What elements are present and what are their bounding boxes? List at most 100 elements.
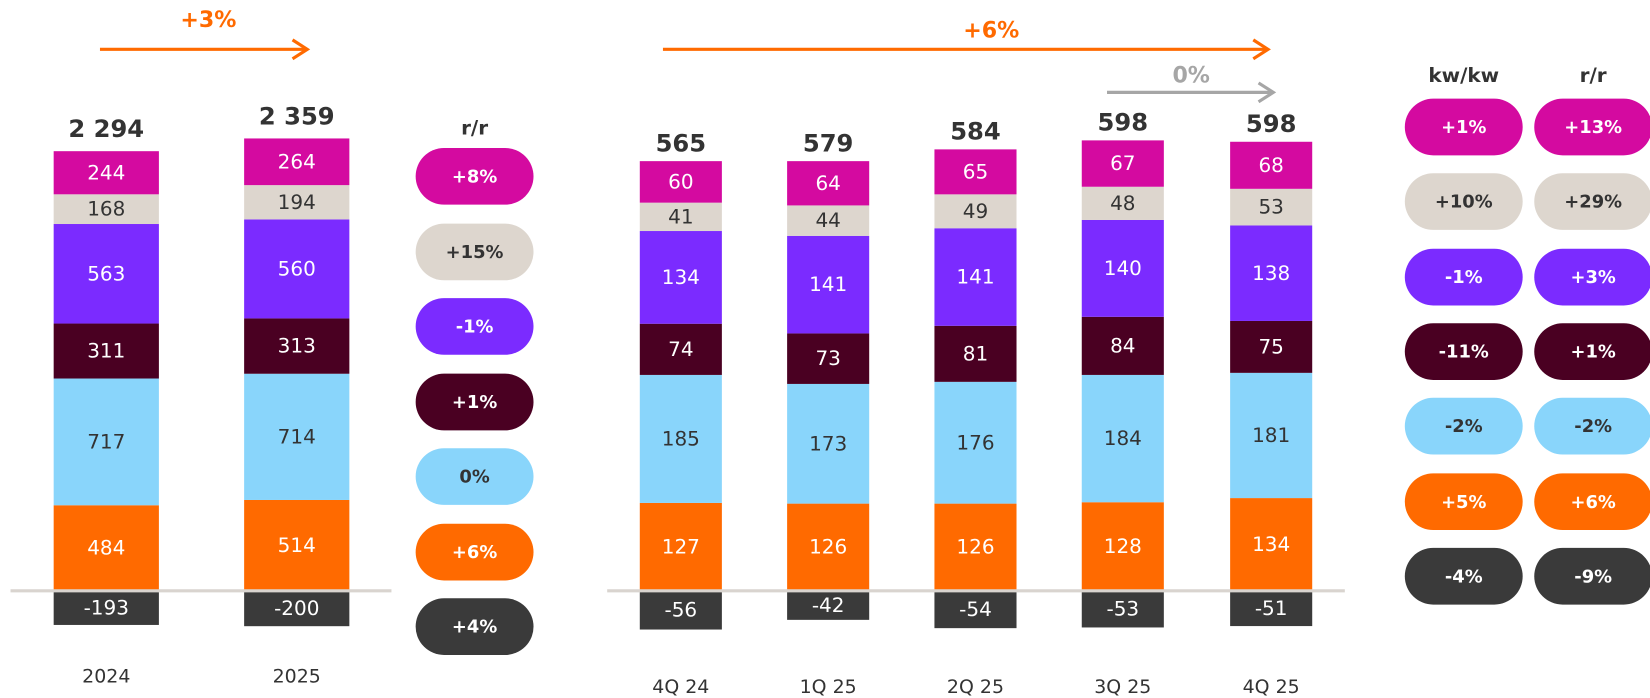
segment-label: -200 [274,596,319,620]
bar-segment [1081,140,1164,187]
badge-label: +5% [1441,492,1486,513]
segment-label: 140 [1104,256,1142,280]
badge-label: +4% [452,617,497,638]
badge [1534,473,1650,531]
badge-header: kw/kw [1428,63,1499,87]
x-tick-label: 1Q 25 [800,676,857,698]
badge-label: +1% [452,392,497,413]
growth-label: +3% [180,8,236,33]
badge-label: +1% [1570,342,1615,363]
badge-label: +15% [446,242,504,263]
segment-label: 717 [87,429,125,453]
segment-label: 560 [278,256,316,280]
badge [1404,173,1523,230]
bar-segment [53,323,159,379]
bar-segment [53,224,159,324]
bar-segment [244,373,350,500]
segment-label: 74 [668,337,693,361]
bar-segment [787,161,870,206]
segment-label: 44 [815,208,840,232]
segment-label: 168 [87,197,125,221]
total-label: 598 [1098,109,1149,137]
segment-label: 49 [963,199,988,223]
segment-label: 141 [956,265,994,289]
total-label: 2 359 [259,102,335,130]
segment-label: 184 [1104,426,1142,450]
badge [1404,547,1523,605]
bar-segment [1081,502,1164,591]
bar-segment [244,499,350,591]
bar-segment [1230,225,1313,321]
badge [415,598,534,655]
bar-segment [639,374,722,503]
segment-label: -53 [1106,597,1139,621]
badge-label: +29% [1564,192,1622,213]
total-label: 2 294 [68,115,144,143]
bar-segment [639,161,722,203]
badge [415,448,534,505]
badge [1404,248,1523,306]
total-label: 579 [803,129,854,157]
bar-segment [53,151,159,195]
segment-label: 138 [1252,261,1290,285]
segment-label: 127 [662,534,700,558]
segment-label: -193 [84,595,129,619]
segment-label: 75 [1258,334,1283,358]
bar-segment [934,381,1017,504]
badge [1534,323,1650,380]
bar-segment [53,590,159,625]
bar-segment [787,503,870,591]
badge [415,147,534,205]
total-label: 565 [656,129,707,157]
badge [1404,473,1523,531]
bar-segment [639,323,722,375]
segment-label: 563 [87,261,125,285]
segment-label: 714 [278,424,316,448]
segment-label: 67 [1110,151,1135,175]
badge-label: -11% [1439,342,1489,363]
badge-label: +6% [452,542,497,563]
segment-label: 81 [963,341,988,365]
segment-label: 60 [668,169,693,193]
bar-segment [934,503,1017,591]
x-tick-label: 2024 [82,666,130,688]
segment-label: 65 [963,159,988,183]
segment-label: 185 [662,426,700,450]
segment-label: 244 [87,160,125,184]
bar-segment [787,235,870,334]
bar-segment [1230,188,1313,226]
bar-segment [1230,590,1313,627]
segment-label: -51 [1255,596,1288,620]
badge-label: -4% [1445,566,1483,587]
bar-segment [1230,141,1313,189]
badge-header: r/r [461,116,488,140]
arrow-head [291,38,311,61]
bar-segment [934,590,1017,629]
badge [1534,547,1650,605]
total-label: 584 [950,118,1001,146]
growth-label: +6% [963,19,1019,44]
badge [1534,173,1650,230]
segment-label: 194 [278,190,316,214]
bar-segment [787,590,870,620]
bar-segment [787,205,870,236]
segment-label: 68 [1258,153,1283,177]
bar-segment [244,138,350,186]
segment-label: -42 [812,593,845,617]
bar-segment [787,333,870,384]
segment-label: 48 [1110,191,1135,215]
arrow-head [1257,81,1277,104]
bar-segment [787,383,870,504]
badge-label: +8% [452,166,497,187]
segment-label: 134 [1252,532,1290,556]
x-tick-label: 2Q 25 [947,676,1004,698]
badge-label: -2% [1445,416,1483,437]
bar-segment [244,185,350,220]
bar-segment [639,590,722,630]
segment-label: 41 [668,204,693,228]
segment-label: 53 [1258,195,1283,219]
bar-segment [1230,320,1313,373]
segment-label: -54 [959,597,992,621]
badge [415,223,534,281]
